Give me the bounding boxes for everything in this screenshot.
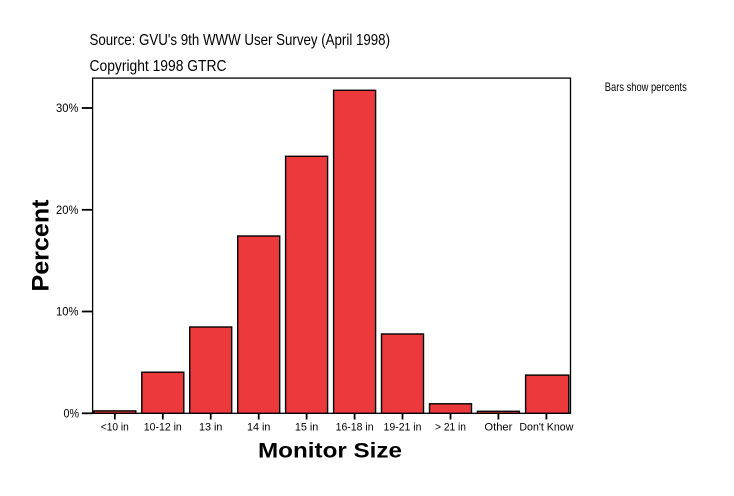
svg-text:13 in: 13 in [199,422,222,434]
svg-text:Bars show percents: Bars show percents [605,80,687,94]
svg-text:16-18 in: 16-18 in [336,422,374,434]
svg-text:Source: GVU's 9th WWW User Sur: Source: GVU's 9th WWW User Survey (April… [90,32,391,49]
svg-text:10%: 10% [56,305,79,319]
svg-text:15 in: 15 in [295,422,318,434]
svg-text:Other: Other [484,422,512,434]
svg-text:Don't Know: Don't Know [519,422,573,434]
svg-text:19-21 in: 19-21 in [384,422,422,434]
svg-text:Monitor Size: Monitor Size [258,440,402,463]
svg-text:14 in: 14 in [247,422,270,434]
svg-text:Percent: Percent [28,199,55,291]
svg-text:> 21 in: > 21 in [435,422,466,434]
svg-text:20%: 20% [56,203,79,217]
svg-text:0%: 0% [64,407,80,421]
svg-text:Copyright 1998 GTRC: Copyright 1998 GTRC [90,58,227,75]
svg-text:10-12 in: 10-12 in [144,422,182,434]
svg-text:<10 in: <10 in [101,422,129,434]
svg-text:30%: 30% [56,101,79,115]
